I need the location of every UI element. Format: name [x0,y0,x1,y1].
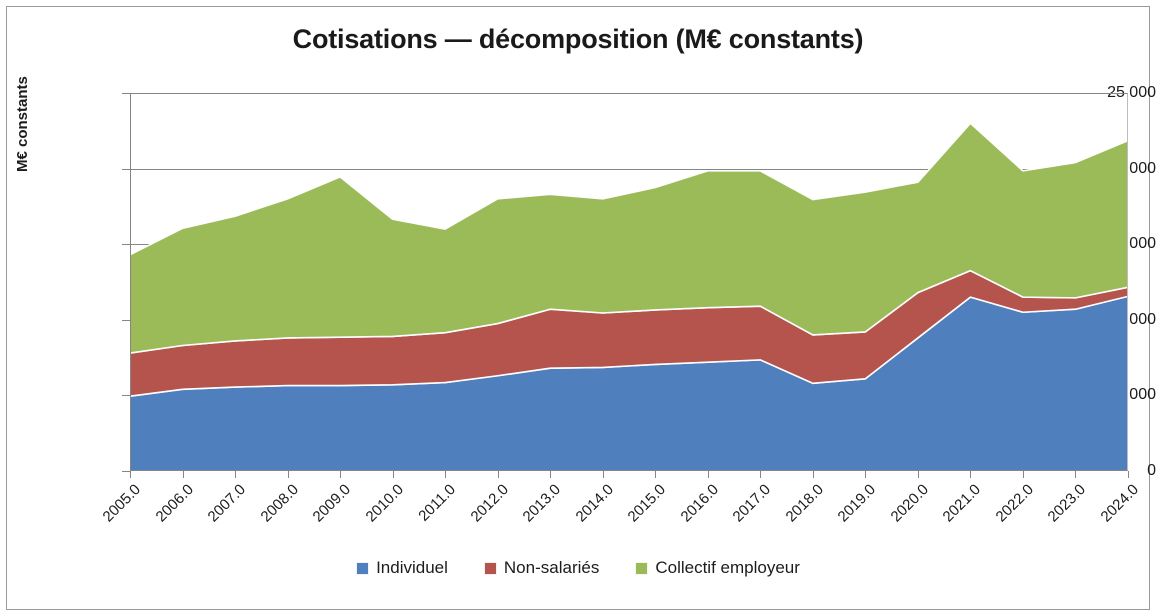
legend-label: Individuel [376,558,448,577]
y-axis-tick [122,244,130,246]
x-axis-tick [1128,471,1129,478]
y-axis-title: M€ constants [14,76,31,172]
x-axis-tick-label: 2021.0 [939,481,985,526]
plot-area [130,93,1128,471]
gridline [130,168,1128,170]
x-axis-tick-label: 2020.0 [887,481,932,526]
x-axis-tick-label: 2010.0 [362,481,407,526]
x-axis-tick [865,471,867,478]
x-axis-tick [655,471,657,478]
x-axis-tick [497,471,499,478]
x-axis-tick [1075,471,1077,478]
y-axis-tick [122,93,130,94]
x-axis-tick [287,471,289,478]
x-axis-tick [707,471,709,478]
x-axis-tick-label: 2018.0 [782,481,827,526]
x-axis-tick [235,471,237,478]
x-axis-tick [392,471,394,478]
stacked-area-series [130,122,1128,471]
x-axis-tick-label: 2014.0 [572,481,617,526]
x-axis-tick [602,471,604,478]
y-axis-tick [122,319,130,321]
x-axis-tick [812,471,814,478]
x-axis-tick-label: 2011.0 [415,481,460,525]
legend-item[interactable]: Non-salariés [483,558,600,578]
y-axis-tick-label: 25 000 [1107,84,1156,101]
legend-label: Non-salariés [503,558,600,577]
legend-item[interactable]: Individuel [356,558,448,578]
x-axis-tick-label: 2005.0 [99,481,145,526]
x-axis-tick [445,471,447,478]
x-axis-tick [130,471,131,478]
x-axis-tick-label: 2016.0 [677,481,722,526]
x-axis-tick-label: 2013.0 [519,481,565,526]
x-axis-tick-label: 2006.0 [152,481,197,526]
x-axis-tick [550,471,552,478]
x-axis-tick-label: 2022.0 [992,481,1037,526]
x-axis-tick [760,471,762,478]
legend-swatch-icon [483,561,497,575]
chart-title: Cotisations — décomposition (M€ constant… [292,24,864,54]
area-series-collectif-employeur [130,122,1128,354]
x-axis-tick-label: 2015.0 [624,481,670,526]
legend-label: Collectif employeur [655,558,800,577]
y-axis-tick [122,471,130,472]
x-axis-tick-label: 2008.0 [257,481,302,526]
legend-swatch-icon [356,561,370,575]
legend-item[interactable]: Collectif employeur [635,558,800,578]
x-axis-tick-label: 2019.0 [834,481,880,526]
x-axis-tick-label: 2007.0 [204,481,250,526]
y-axis-tick [122,168,130,170]
x-axis-tick-label: 2009.0 [309,481,355,526]
legend-swatch-icon [635,561,649,575]
x-axis-tick-label: 2017.0 [729,481,775,526]
x-axis-tick-label: 2023.0 [1045,481,1090,526]
x-axis-tick-label: 2024.0 [1097,481,1143,526]
x-axis-tick-label: 2012.0 [467,481,512,526]
x-axis-tick [970,471,972,478]
x-axis-tick [182,471,184,478]
x-axis-tick [917,471,919,478]
y-axis-tick [122,395,130,397]
y-axis-tick-label: 0 [1147,462,1156,479]
chart-legend: Individuel Non-salariés Collectif employeu… [0,558,1156,578]
x-axis-tick [1022,471,1024,478]
x-axis-tick [340,471,342,478]
